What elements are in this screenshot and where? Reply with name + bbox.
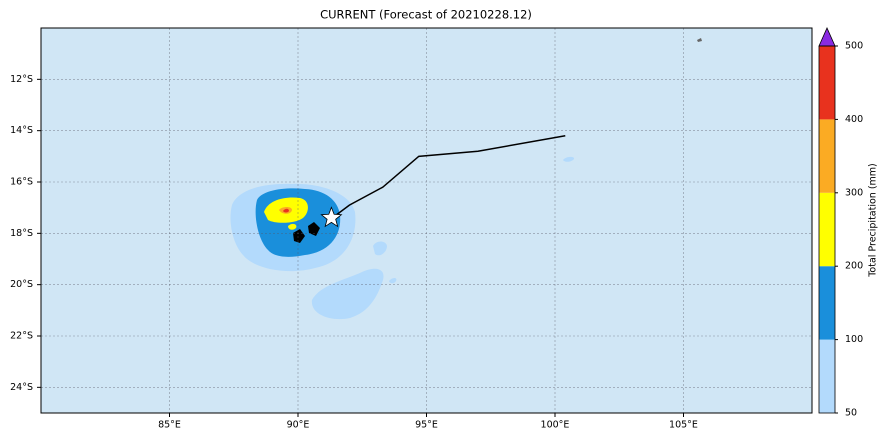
precip-light: [389, 278, 397, 284]
colorbar-frame: [818, 45, 836, 414]
precip-light: [311, 268, 384, 320]
y-tick-label: 20°S: [10, 279, 33, 290]
colorbar-segment: [819, 339, 835, 413]
colorbar-segment: [819, 192, 835, 267]
colorbar-segment: [819, 46, 835, 120]
colorbar-tick-label: 500: [845, 41, 863, 52]
chart-title: CURRENT (Forecast of 20210228.12): [320, 8, 532, 22]
x-tick-label: 95°E: [415, 420, 438, 431]
y-tick-label: 14°S: [10, 125, 33, 136]
storm-position: [320, 206, 343, 228]
precip-extreme: [283, 208, 289, 213]
precip-high: [288, 223, 297, 230]
x-tick-label: 90°E: [287, 420, 310, 431]
colorbar-tick-label: 400: [845, 114, 863, 125]
y-tick-label: 12°S: [10, 74, 33, 85]
colorbar-label: Total Precipitation (mm): [868, 163, 879, 278]
colorbar-tick-label: 300: [845, 187, 863, 198]
x-tick-label: 100°E: [541, 420, 570, 431]
precip-light: [373, 241, 387, 256]
precipitation-field: [230, 156, 575, 320]
colorbar-segment: [819, 119, 835, 193]
colorbar-tick-label: 50: [845, 408, 857, 419]
y-tick-label: 18°S: [10, 228, 33, 239]
y-tick-label: 22°S: [10, 331, 33, 342]
precip-light: [563, 156, 575, 162]
x-tick-label: 85°E: [158, 420, 181, 431]
colorbar-segment: [819, 266, 835, 340]
storm-track: [328, 135, 566, 222]
x-tick-label: 105°E: [669, 420, 698, 431]
island: [308, 222, 320, 236]
y-tick-label: 24°S: [10, 382, 33, 393]
colorbar-tick-label: 100: [845, 334, 863, 345]
colorbar-tick-label: 200: [845, 261, 863, 272]
colorbar-extend: [818, 27, 836, 47]
y-tick-label: 16°S: [10, 177, 33, 188]
island: [697, 38, 702, 42]
island: [293, 229, 305, 243]
